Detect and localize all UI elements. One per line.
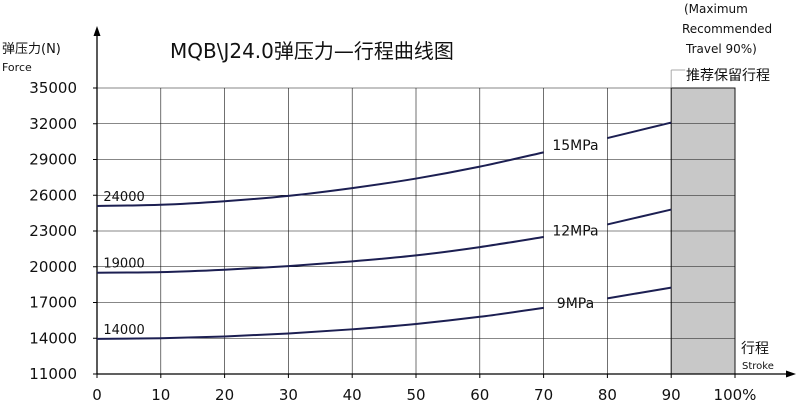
reserved-note-line-2: Recommended (682, 22, 772, 36)
x-tick-label: 40 (343, 386, 362, 402)
y-axis-label: 弹压力(N) (2, 42, 61, 57)
chart-title: MQB\J24.0弹压力—行程曲线图 (170, 39, 454, 63)
y-tick-label: 35000 (29, 79, 77, 97)
y-tick-label: 20000 (29, 258, 77, 276)
y-tick-label: 32000 (29, 115, 77, 133)
y-tick-label: 23000 (29, 222, 77, 240)
y-tick-label: 17000 (29, 294, 77, 312)
x-tick-label: 50 (406, 386, 425, 402)
reserved-note-line-1: (Maximum (684, 2, 748, 16)
x-axis-label: 行程 (741, 341, 769, 357)
x-tick-label: 20 (215, 386, 234, 402)
x-tick-label: 0 (92, 386, 102, 402)
y-tick-label: 11000 (29, 365, 77, 383)
x-tick-label: 30 (279, 386, 298, 402)
y-tick-label: 14000 (29, 329, 77, 347)
series-label: 12MPa (552, 224, 598, 240)
series-line (607, 208, 672, 226)
y-tick-label: 29000 (29, 151, 77, 169)
x-tick-label: 80 (598, 386, 617, 402)
x-tick-label: 60 (470, 386, 489, 402)
reserved-travel-label: 推荐保留行程 (686, 68, 770, 84)
x-axis-arrow (786, 370, 796, 378)
x-tick-label: 90 (662, 386, 681, 402)
x-axis-label-en: Stroke (742, 361, 774, 372)
series-start-label: 24000 (103, 190, 144, 205)
y-axis-arrow (93, 26, 101, 36)
reserved-note-line-3: Travel 90%) (685, 42, 757, 56)
series-label: 9MPa (557, 296, 594, 312)
series-line (607, 286, 672, 300)
y-tick-label: 26000 (29, 186, 77, 204)
x-tick-label: 10 (151, 386, 170, 402)
series-line (96, 235, 544, 274)
x-tick-label: 100% (714, 386, 757, 402)
y-axis-label-en: Force (2, 61, 32, 74)
series-line (96, 151, 544, 207)
x-tick-label: 70 (534, 386, 553, 402)
series-start-label: 19000 (103, 257, 144, 272)
series-label: 15MPa (552, 138, 598, 154)
series-line (96, 306, 544, 340)
series-start-label: 14000 (103, 323, 144, 338)
series-line (607, 121, 672, 140)
